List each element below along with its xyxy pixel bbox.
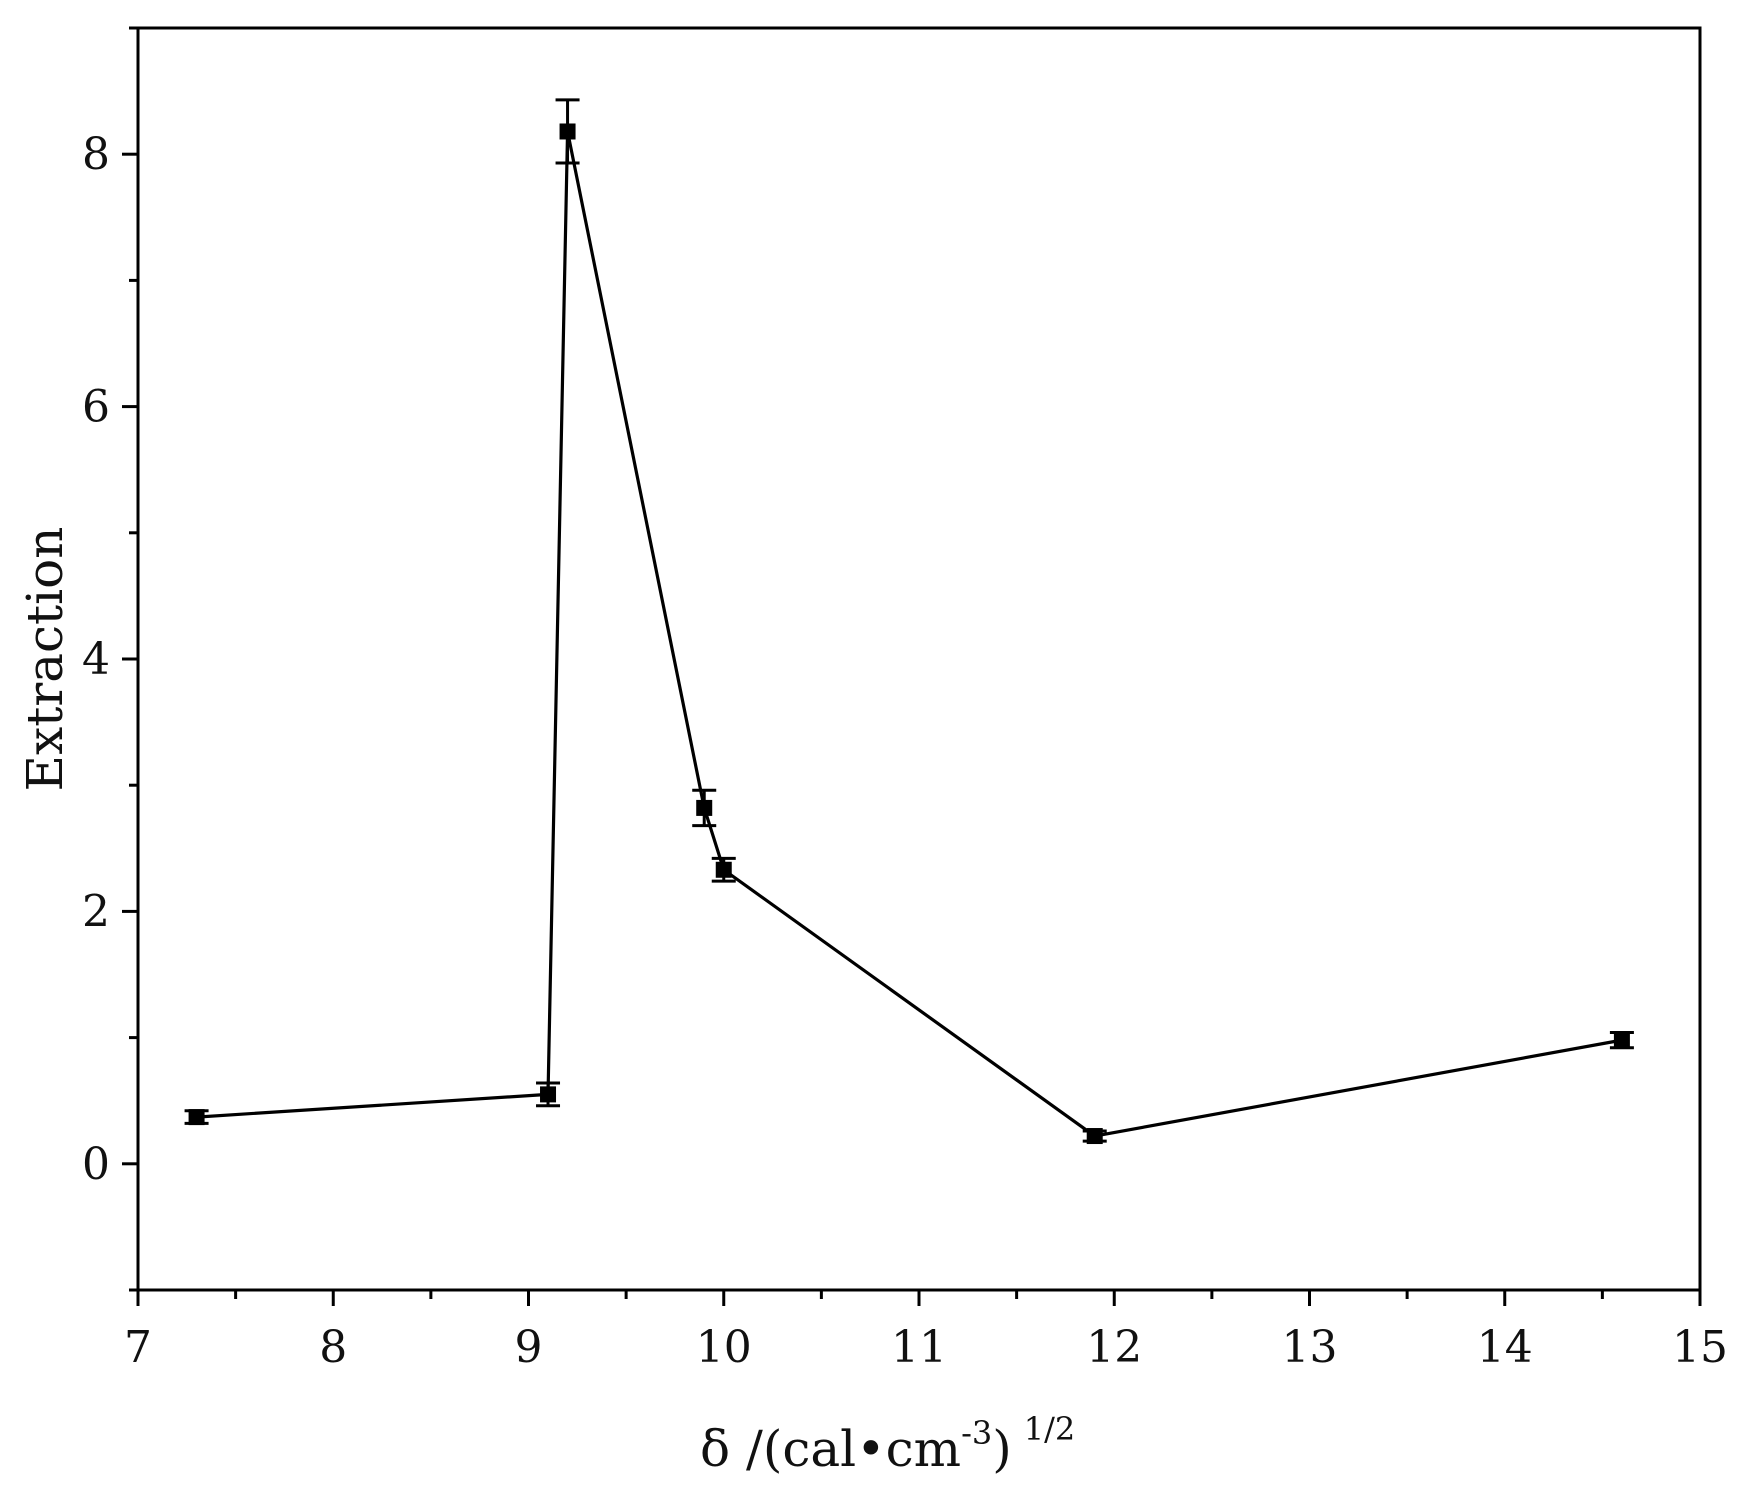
y-axis-title: Extraction [16,527,74,792]
data-point [188,1109,205,1126]
data-point [540,1086,557,1103]
y-tick-label: 2 [82,886,110,937]
axes: 7 8 9 10 11 12 13 14 15 0 2 4 6 8 [82,26,1728,1373]
x-tick-label: 12 [1086,1322,1142,1373]
x-axis-title-main: δ /(cal•cm [700,1420,961,1478]
x-axis-title-exponent-2: 1/2 [1024,1410,1076,1448]
x-tick-label: 9 [515,1322,543,1373]
x-axis-title-close: ) [992,1420,1012,1478]
plot-frame [136,26,1702,1292]
x-tick-label: 11 [891,1322,947,1373]
x-axis-title: δ /(cal•cm-3) 1/2 [700,1410,1075,1478]
x-axis-title-exponent-1: -3 [961,1414,992,1452]
y-tick-label: 6 [82,382,110,433]
data-point [1086,1128,1103,1145]
x-tick-label: 13 [1282,1322,1338,1373]
y-tick-label: 0 [82,1139,110,1190]
x-tick-label: 8 [319,1322,347,1373]
x-tick-label: 10 [696,1322,752,1373]
data-point [696,799,713,816]
y-tick-label: 4 [82,634,110,685]
x-tick-label: 7 [124,1322,152,1373]
x-tick-label: 14 [1477,1322,1533,1373]
data-point [715,861,732,878]
data-line [196,129,1623,1138]
y-tick-label: 8 [82,129,110,180]
plot-area [184,98,1634,1145]
data-point [1613,1032,1630,1049]
x-tick-label: 15 [1672,1322,1728,1373]
data-point [559,123,576,140]
